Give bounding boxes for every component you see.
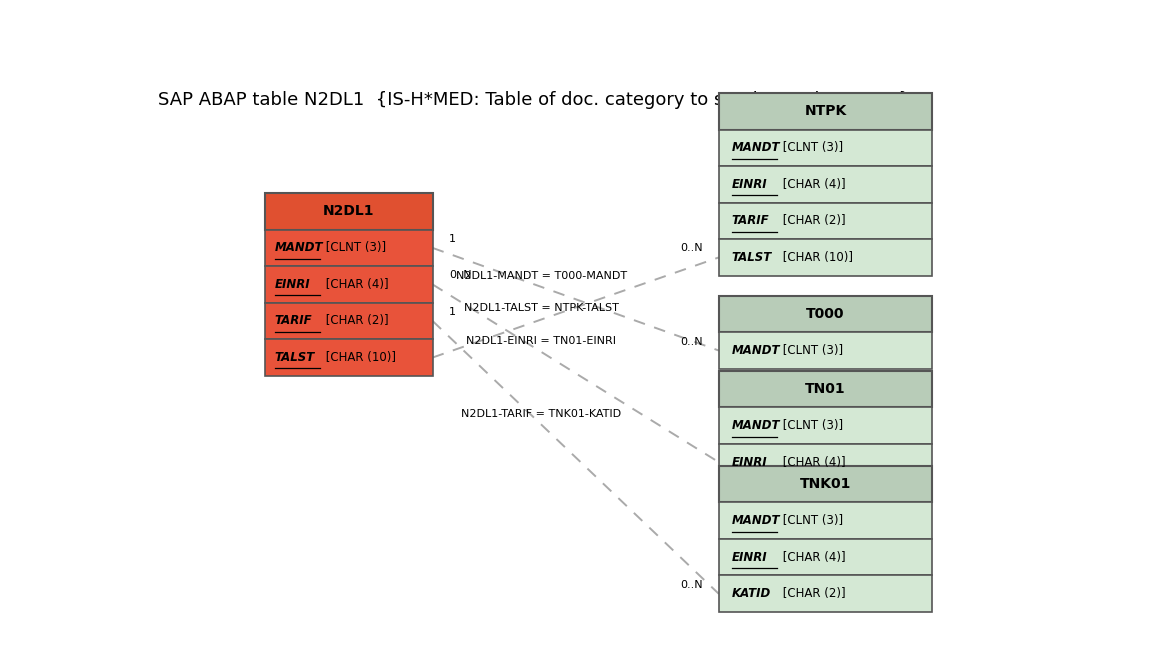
Text: [CLNT (3)]: [CLNT (3)] [778, 344, 843, 357]
Text: EINRI: EINRI [731, 178, 768, 191]
Bar [718, 203, 932, 239]
Text: MANDT: MANDT [274, 241, 323, 254]
Text: KATID: KATID [731, 587, 771, 600]
Text: MANDT: MANDT [731, 514, 781, 527]
Text: [CHAR (4)]: [CHAR (4)] [778, 551, 845, 564]
Bar [718, 332, 932, 369]
Bar [718, 408, 932, 444]
Text: MANDT: MANDT [731, 344, 781, 357]
Text: [CHAR (10)]: [CHAR (10)] [322, 351, 396, 364]
Text: 0..N: 0..N [680, 337, 702, 346]
Text: MANDT: MANDT [731, 141, 781, 154]
Text: [CHAR (4)]: [CHAR (4)] [778, 456, 845, 469]
Text: [CLNT (3)]: [CLNT (3)] [778, 419, 843, 432]
Text: N2DL1-EINRI = TN01-EINRI: N2DL1-EINRI = TN01-EINRI [466, 336, 616, 346]
Text: TARIF: TARIF [274, 315, 312, 328]
Bar [718, 539, 932, 575]
Text: 0..N: 0..N [449, 270, 471, 280]
Bar [718, 370, 932, 408]
Text: [CHAR (2)]: [CHAR (2)] [778, 587, 845, 600]
Text: [CLNT (3)]: [CLNT (3)] [778, 141, 843, 154]
Bar [718, 129, 932, 166]
Bar [265, 229, 432, 266]
Text: N2DL1: N2DL1 [322, 204, 374, 218]
Bar [265, 266, 432, 303]
Text: [CHAR (4)]: [CHAR (4)] [322, 278, 388, 291]
Bar [718, 502, 932, 539]
Bar [718, 466, 932, 502]
Text: SAP ABAP table N2DL1  {IS-H*MED: Table of doc. category to service assignments}: SAP ABAP table N2DL1 {IS-H*MED: Table of… [158, 90, 911, 109]
Text: [CHAR (4)]: [CHAR (4)] [778, 178, 845, 191]
Text: TN01: TN01 [805, 382, 846, 396]
Text: TALST: TALST [731, 251, 772, 264]
Text: MANDT: MANDT [731, 419, 781, 432]
Bar [718, 239, 932, 276]
Bar [265, 339, 432, 376]
Text: N2DL1-TALST = NTPK-TALST: N2DL1-TALST = NTPK-TALST [464, 304, 619, 313]
Text: EINRI: EINRI [731, 551, 768, 564]
Text: [CHAR (10)]: [CHAR (10)] [778, 251, 853, 264]
Bar [265, 193, 432, 229]
Text: TARIF: TARIF [731, 214, 769, 227]
Text: T000: T000 [806, 307, 845, 321]
Bar [718, 93, 932, 129]
Text: N2DL1-TARIF = TNK01-KATID: N2DL1-TARIF = TNK01-KATID [462, 409, 621, 419]
Text: EINRI: EINRI [731, 456, 768, 469]
Text: [CLNT (3)]: [CLNT (3)] [778, 514, 843, 527]
Bar [718, 575, 932, 612]
Text: TALST: TALST [274, 351, 315, 364]
Bar [718, 296, 932, 332]
Text: [CHAR (2)]: [CHAR (2)] [322, 315, 388, 328]
Text: NTPK: NTPK [804, 104, 846, 118]
Text: [CHAR (2)]: [CHAR (2)] [778, 214, 845, 227]
Text: 1: 1 [449, 234, 456, 244]
Text: EINRI: EINRI [274, 278, 311, 291]
Text: 0..N: 0..N [680, 580, 702, 590]
Text: 0..N: 0..N [680, 244, 702, 254]
Text: TNK01: TNK01 [799, 477, 851, 491]
Bar [718, 166, 932, 203]
Bar [265, 303, 432, 339]
Text: 1: 1 [449, 307, 456, 317]
Text: N2DL1-MANDT = T000-MANDT: N2DL1-MANDT = T000-MANDT [456, 271, 627, 281]
Text: [CLNT (3)]: [CLNT (3)] [322, 241, 386, 254]
Bar [718, 444, 932, 480]
